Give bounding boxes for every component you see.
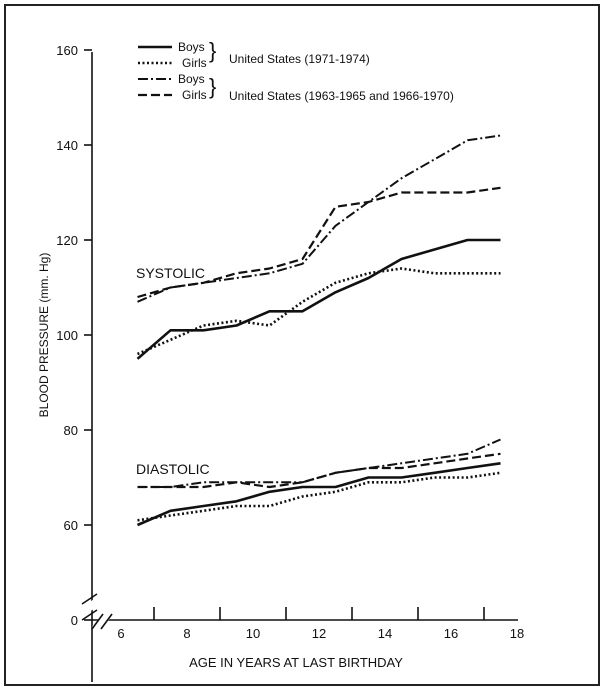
diastolic-label: DIASTOLIC: [136, 461, 210, 477]
x-tick-label: 14: [378, 626, 392, 641]
y-tick-label: 120: [56, 233, 78, 248]
y-tick-label: 100: [56, 328, 78, 343]
chart-frame: [4, 4, 600, 686]
x-tick-label: 18: [510, 626, 524, 641]
series-line-systolic-boys-dash-dot: [137, 134, 501, 303]
y-tick-label: 80: [64, 423, 78, 438]
x-tick-label: 16: [444, 626, 458, 641]
legend-entry-boys-1971: Boys: [178, 40, 205, 54]
systolic-label: SYSTOLIC: [136, 265, 205, 281]
series-line-diastolic-boys-solid: [136, 462, 501, 527]
x-axis-ticks: 6 8 10 12 14 16 18: [117, 607, 524, 641]
legend-group-1971: United States (1971-1974): [229, 52, 370, 66]
x-axis-break-mark-1: [91, 613, 104, 630]
legend-brace-1: }: [209, 38, 216, 63]
y-tick-label: 160: [56, 43, 78, 58]
y-axis-break-mark-1: [81, 593, 98, 605]
series-lines: [136, 134, 501, 527]
y-tick-label: 140: [56, 138, 78, 153]
y-axis-break-gap: [79, 598, 100, 616]
x-axis-break-mark-2: [100, 613, 113, 630]
y-axis-title: BLOOD PRESSURE (mm. Hg): [37, 253, 51, 418]
legend-entry-girls-1971: Girls: [182, 56, 207, 70]
x-tick-label: 12: [312, 626, 326, 641]
y-tick-label: 0: [71, 613, 78, 628]
legend-entry-girls-1963: Girls: [182, 88, 207, 102]
y-tick-label: 60: [64, 518, 78, 533]
x-axis-break-gap: [92, 611, 112, 632]
y-axis-ticks: 0 60 80 100 120 140 160: [56, 43, 92, 628]
series-line-systolic-girls-dotted: [136, 267, 501, 356]
x-axis-title: AGE IN YEARS AT LAST BIRTHDAY: [189, 655, 403, 670]
legend: Boys Girls } United States (1971-1974) B…: [138, 38, 454, 103]
x-tick-label: 8: [183, 626, 190, 641]
series-line-diastolic-girls-dashed: [137, 452, 501, 489]
y-axis-break-mark-2: [81, 609, 98, 621]
legend-entry-boys-1963: Boys: [178, 72, 205, 86]
x-tick-label: 6: [117, 626, 124, 641]
legend-brace-2: }: [209, 74, 216, 99]
series-line-systolic-girls-dashed: [137, 186, 501, 299]
series-line-diastolic-girls-dotted: [137, 471, 501, 522]
x-tick-label: 10: [246, 626, 260, 641]
legend-group-1963: United States (1963-1965 and 1966-1970): [229, 89, 454, 103]
series-line-systolic-boys-solid: [136, 238, 501, 360]
